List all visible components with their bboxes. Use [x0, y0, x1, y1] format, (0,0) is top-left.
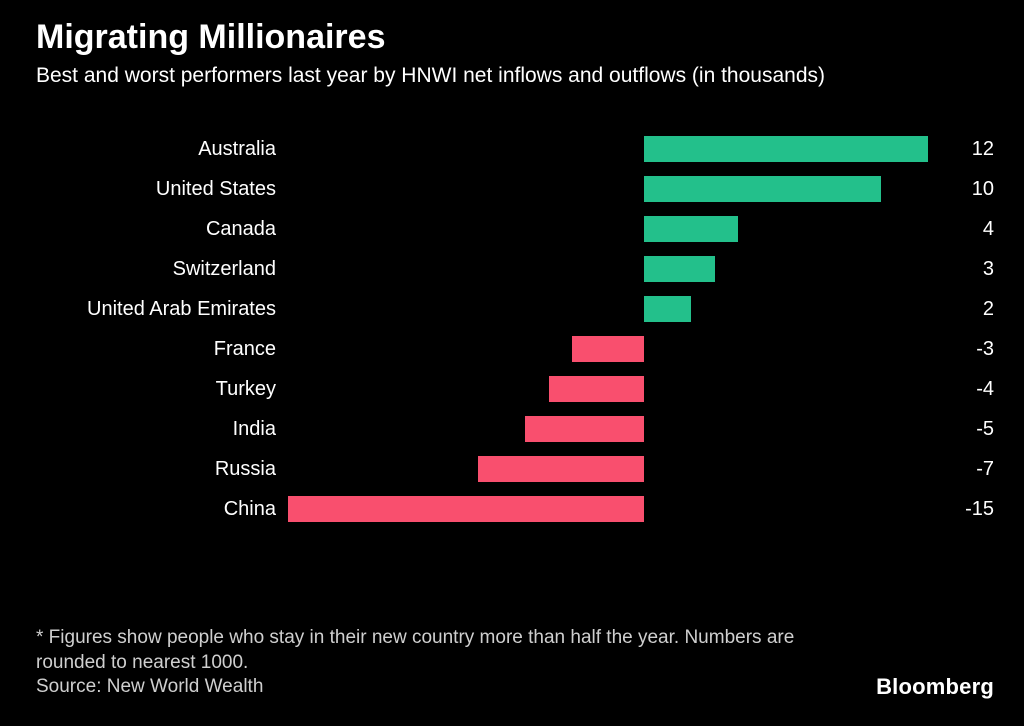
bar-area [288, 249, 928, 289]
bar-negative [572, 336, 643, 362]
chart-row: China -15 [36, 489, 996, 529]
country-label: France [36, 338, 288, 361]
bar-area [288, 289, 928, 329]
chart-footnote: * Figures show people who stay in their … [36, 626, 856, 700]
bar-area [288, 169, 928, 209]
country-label: Switzerland [36, 258, 288, 281]
bar-negative [478, 456, 644, 482]
bar-area [288, 209, 928, 249]
bar-negative [525, 416, 644, 442]
chart-subtitle: Best and worst performers last year by H… [36, 63, 976, 89]
value-label: 10 [928, 178, 994, 201]
chart-row: France -3 [36, 329, 996, 369]
bar-negative [288, 496, 644, 522]
country-label: United Arab Emirates [36, 298, 288, 321]
value-label: 12 [928, 138, 994, 161]
bar-positive [644, 176, 881, 202]
chart-row: Turkey -4 [36, 369, 996, 409]
value-label: 2 [928, 298, 994, 321]
bar-positive [644, 256, 715, 282]
chart-row: Canada 4 [36, 209, 996, 249]
bar-area [288, 489, 928, 529]
value-label: -7 [928, 458, 994, 481]
bar-area [288, 329, 928, 369]
country-label: Australia [36, 138, 288, 161]
country-label: China [36, 498, 288, 521]
bar-area [288, 369, 928, 409]
bar-positive [644, 216, 739, 242]
chart-card: Migrating Millionaires Best and worst pe… [0, 0, 1024, 726]
chart-row: India -5 [36, 409, 996, 449]
bar-area [288, 129, 928, 169]
country-label: Canada [36, 218, 288, 241]
bar-positive [644, 136, 928, 162]
country-label: Turkey [36, 378, 288, 401]
source-text: Source: New World Wealth [36, 675, 856, 700]
value-label: 4 [928, 218, 994, 241]
country-label: Russia [36, 458, 288, 481]
bar-area [288, 409, 928, 449]
country-label: United States [36, 178, 288, 201]
chart-row: Australia 12 [36, 129, 996, 169]
value-label: -3 [928, 338, 994, 361]
footnote-text: * Figures show people who stay in their … [36, 626, 856, 675]
bar-chart: Australia 12 United States 10 Canada 4 Switzer… [36, 129, 996, 529]
bar-negative [549, 376, 644, 402]
chart-row: United States 10 [36, 169, 996, 209]
bloomberg-logo: Bloomberg [876, 674, 994, 700]
value-label: -5 [928, 418, 994, 441]
bar-positive [644, 296, 691, 322]
value-label: 3 [928, 258, 994, 281]
chart-row: Switzerland 3 [36, 249, 996, 289]
chart-title: Migrating Millionaires [36, 18, 994, 57]
value-label: -4 [928, 378, 994, 401]
chart-row: Russia -7 [36, 449, 996, 489]
value-label: -15 [928, 498, 994, 521]
chart-row: United Arab Emirates 2 [36, 289, 996, 329]
bar-area [288, 449, 928, 489]
country-label: India [36, 418, 288, 441]
